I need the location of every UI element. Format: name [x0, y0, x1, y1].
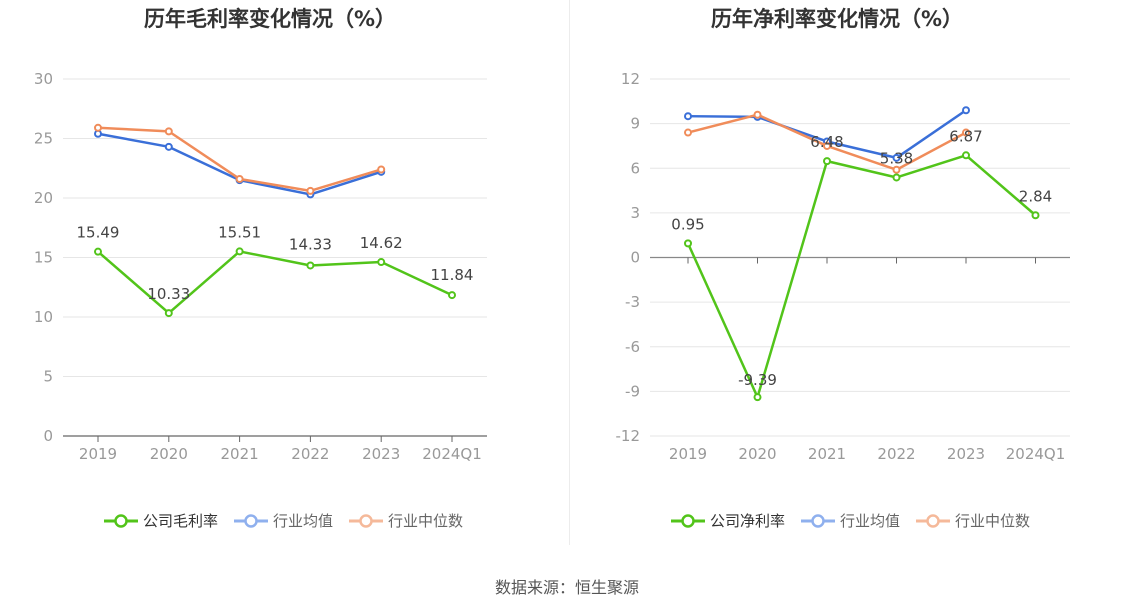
- series-line-company: [97, 250, 453, 315]
- data-point-company: [377, 258, 386, 267]
- chart-title: 历年毛利率变化情况（%）: [143, 7, 397, 31]
- chart-title: 历年净利率变化情况（%）: [710, 7, 964, 31]
- x-tick-label: 2020: [738, 445, 776, 463]
- data-source-note: 数据来源：恒生聚源: [494, 578, 639, 597]
- data-label: 14.62: [360, 234, 403, 252]
- legend-label: 行业均值: [272, 512, 333, 530]
- legend-item-industry-median[interactable]: 行业中位数: [349, 510, 463, 531]
- data-point-industry-median: [684, 128, 692, 137]
- legend-label: 行业中位数: [388, 512, 464, 530]
- x-tick-label: 2022: [877, 445, 915, 463]
- panel-divider: [569, 0, 570, 545]
- data-point-company: [164, 309, 173, 318]
- chart-legend: 公司毛利率 行业均值 行业中位数: [0, 510, 567, 531]
- net-margin-chart: -12 -9 -6 -3 0 3 6 9 12 2019 2020 2021 2022 2023 2024Q…: [616, 70, 1070, 463]
- data-point-industry-median: [823, 141, 831, 150]
- data-point-company: [235, 247, 244, 256]
- series-line-industry-average: [97, 132, 382, 196]
- legend-marker-company-icon: [103, 513, 138, 528]
- data-label: 11.84: [431, 266, 474, 284]
- data-point-industry-median: [164, 127, 173, 136]
- data-point-company: [962, 151, 970, 160]
- data-point-industry-average: [684, 112, 692, 121]
- y-tick-label: 20: [34, 189, 53, 207]
- data-point-industry-median: [377, 165, 386, 174]
- data-point-company: [823, 157, 831, 166]
- series-line-company: [686, 154, 1037, 399]
- data-point-company: [684, 239, 692, 248]
- data-label: 2.84: [1019, 187, 1052, 205]
- gross-margin-chart-panel: 历年毛利率变化情况（%） 0 5 10 15 20 25 30 2019 2020 2021 202…: [0, 0, 567, 560]
- x-tick-label: 2023: [362, 445, 400, 463]
- y-tick-label: 6: [630, 159, 640, 177]
- net-margin-chart-panel: 历年净利率变化情况（%） -12 -9 -6 -3 0 3 6 9 12 2019 2020 2021…: [567, 0, 1134, 560]
- y-tick-label: 0: [43, 427, 53, 445]
- data-point-industry-median: [892, 165, 901, 174]
- data-point-company: [1031, 211, 1040, 220]
- x-tick-label: 2021: [221, 445, 259, 463]
- y-tick-label: 15: [34, 249, 53, 267]
- gross-margin-chart: 0 5 10 15 20 25 30 2019 2020 2021 2022 2023 2024Q1 15…: [34, 70, 487, 463]
- data-label: 15.51: [218, 223, 261, 241]
- legend-marker-company-icon: [670, 513, 705, 528]
- data-point-industry-median: [962, 128, 970, 137]
- y-tick-label: 0: [630, 249, 640, 267]
- data-label: 10.33: [147, 285, 190, 303]
- data-point-industry-median: [306, 186, 315, 195]
- data-label: 15.49: [77, 224, 120, 242]
- data-label: -9.39: [738, 371, 777, 389]
- legend-label: 行业均值: [839, 512, 900, 530]
- legend-item-industry-average[interactable]: 行业均值: [800, 510, 900, 531]
- legend-marker-average-icon: [233, 513, 268, 528]
- y-tick-label: -9: [625, 382, 640, 400]
- data-point-industry-median: [235, 174, 244, 183]
- legend-marker-average-icon: [800, 513, 835, 528]
- data-point-company: [753, 393, 762, 402]
- y-tick-label: -3: [625, 293, 640, 311]
- legend-label: 行业中位数: [955, 512, 1031, 530]
- chart-legend: 公司净利率 行业均值 行业中位数: [567, 510, 1134, 531]
- data-label: 6.87: [949, 127, 982, 145]
- data-label: 0.95: [671, 215, 704, 233]
- y-tick-label: 10: [34, 308, 53, 326]
- data-point-company: [94, 247, 102, 256]
- x-tick-label: 2019: [669, 445, 707, 463]
- data-label: 14.33: [289, 235, 332, 253]
- data-label: 6.48: [810, 133, 843, 151]
- x-tick-label: 2019: [79, 445, 117, 463]
- data-point-company: [448, 291, 456, 300]
- x-tick-label: 2022: [291, 445, 329, 463]
- data-point-industry-average: [164, 142, 173, 151]
- y-tick-label: 25: [34, 130, 53, 148]
- y-tick-label: 3: [630, 204, 640, 222]
- y-tick-label: 9: [630, 115, 640, 133]
- y-tick-label: -6: [625, 338, 640, 356]
- y-tick-label: 12: [621, 70, 640, 88]
- x-tick-label: 2024Q1: [1006, 445, 1066, 463]
- legend-label: 公司毛利率: [142, 512, 218, 530]
- legend-item-industry-average[interactable]: 行业均值: [233, 510, 333, 531]
- y-tick-label: 30: [34, 70, 53, 88]
- data-point-industry-median: [94, 123, 102, 132]
- y-tick-label: -12: [616, 427, 641, 445]
- legend-marker-median-icon: [349, 513, 383, 528]
- legend-label: 公司净利率: [709, 512, 785, 530]
- data-point-company: [306, 261, 315, 270]
- x-tick-label: 2020: [150, 445, 188, 463]
- legend-marker-median-icon: [916, 513, 950, 528]
- data-point-industry-average: [962, 106, 970, 115]
- legend-item-company[interactable]: 公司毛利率: [103, 510, 218, 531]
- y-tick-label: 5: [43, 368, 53, 386]
- data-point-industry-median: [753, 110, 762, 119]
- data-point-industry-average: [892, 153, 901, 162]
- legend-item-company[interactable]: 公司净利率: [670, 510, 785, 531]
- data-label: 5.38: [880, 149, 913, 167]
- x-tick-label: 2021: [808, 445, 846, 463]
- x-tick-label: 2023: [947, 445, 985, 463]
- data-point-company: [892, 173, 901, 182]
- x-tick-label: 2024Q1: [422, 445, 482, 463]
- legend-item-industry-median[interactable]: 行业中位数: [916, 510, 1030, 531]
